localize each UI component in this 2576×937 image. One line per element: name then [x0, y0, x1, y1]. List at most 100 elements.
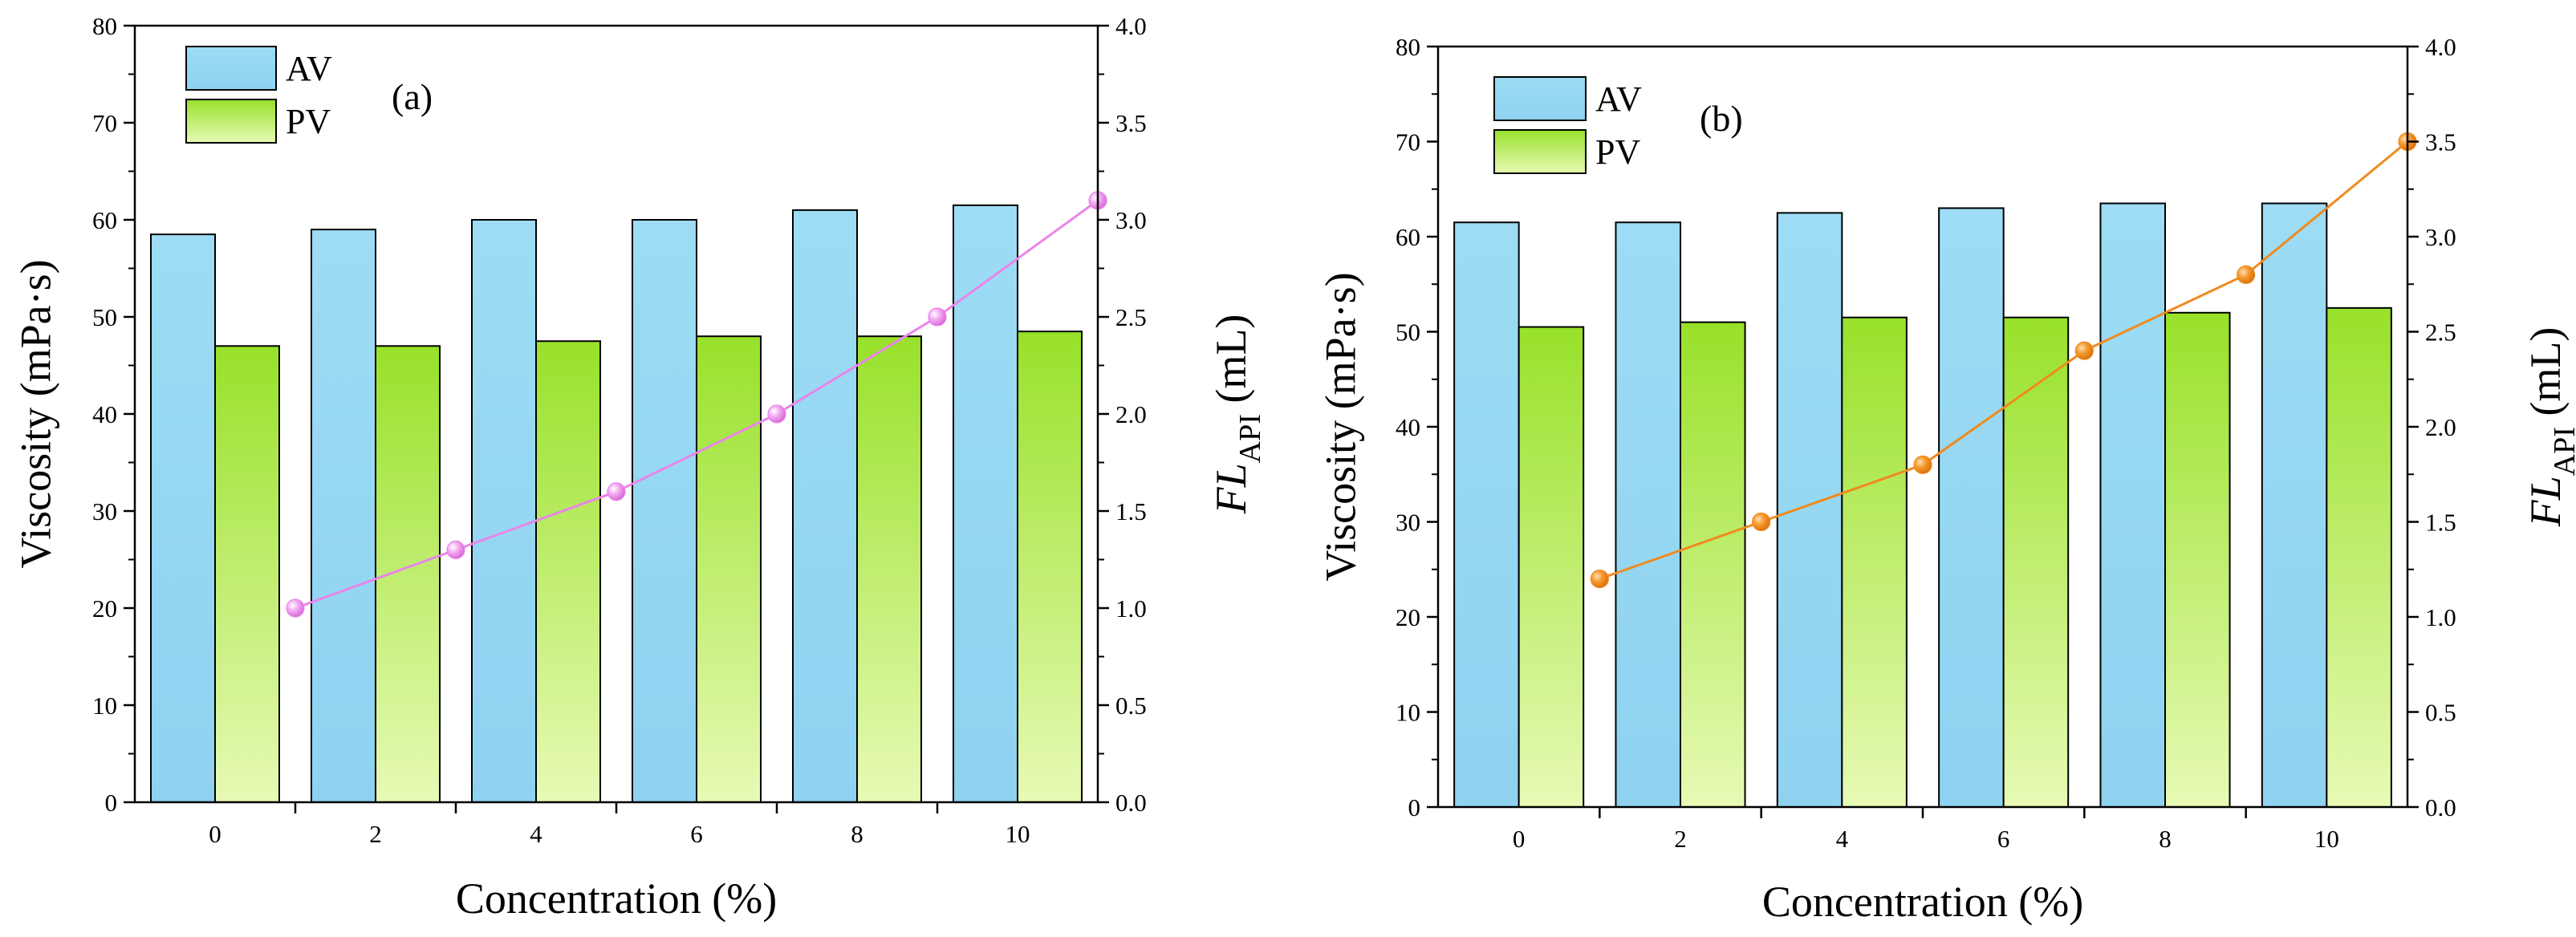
y-axis-title: Viscosity (mPa·s) — [1316, 272, 1364, 581]
av-bar — [150, 233, 216, 803]
y2-tick-label: 3.5 — [1115, 109, 1147, 137]
y2-axis-title: FLAPI (mL) — [2521, 327, 2576, 528]
panel-label: (b) — [1700, 98, 1743, 139]
x-tick-label: 10 — [2314, 825, 2339, 853]
av-bar — [2261, 202, 2328, 808]
y-tick-label: 50 — [92, 303, 117, 331]
pv-bars — [1518, 306, 2392, 809]
legend-pv-label: PV — [1595, 132, 1640, 172]
y2-tick-label: 4.0 — [2425, 33, 2456, 61]
fl-api-point — [286, 598, 305, 618]
y-tick-label: 60 — [1396, 223, 1420, 251]
pv-bar — [2326, 306, 2392, 808]
y-tick-label: 80 — [92, 12, 117, 40]
fl-api-line — [1590, 132, 2417, 589]
y-tick-label: 30 — [1396, 509, 1420, 537]
x-axis-title: Concentration (%) — [456, 874, 777, 923]
panel-label: (a) — [392, 76, 433, 117]
y2-tick-label: 3.0 — [2425, 223, 2456, 251]
y-tick-label: 80 — [1396, 33, 1420, 61]
y-tick-label: 70 — [1396, 128, 1420, 156]
left-axis-ticks: 0 10 20 30 40 50 60 70 80 — [1396, 33, 1438, 821]
y2-tick-label: 1.5 — [2425, 509, 2456, 537]
y-tick-label: 40 — [1396, 413, 1420, 441]
fl-api-point — [446, 540, 465, 560]
legend-pv-label: PV — [286, 102, 331, 141]
y2-title-main: FL — [1207, 463, 1255, 514]
y2-tick-label: 2.0 — [1115, 400, 1147, 428]
x-tick-label: 2 — [369, 820, 382, 848]
y2-tick-label: 0.0 — [2425, 793, 2456, 821]
pv-bar — [696, 335, 762, 803]
x-axis-title: Concentration (%) — [1762, 878, 2083, 926]
y2-tick-label: 3.0 — [1115, 206, 1147, 234]
y2-tick-label: 1.0 — [1115, 594, 1147, 623]
pv-bar — [1680, 321, 1746, 808]
y2-tick-label: 2.5 — [2425, 318, 2456, 347]
fl-api-point — [928, 307, 947, 327]
y2-title-unit: (mL) — [1207, 314, 1255, 414]
x-axis-ticks: 0 2 4 6 8 10 — [1513, 807, 2339, 853]
pv-bar — [1017, 331, 1083, 803]
fl-api-point — [1752, 512, 1771, 532]
y-tick-label: 50 — [1396, 318, 1420, 347]
y-tick-label: 20 — [92, 594, 117, 623]
y2-title-main: FL — [2521, 476, 2570, 527]
y-tick-label: 70 — [92, 109, 117, 137]
x-tick-label: 6 — [690, 820, 703, 848]
x-tick-label: 4 — [530, 820, 542, 848]
y-axis-title: Viscosity (mPa·s) — [11, 259, 59, 568]
av-bar — [792, 209, 858, 803]
pv-bar — [2164, 311, 2231, 808]
x-tick-label: 6 — [1997, 825, 2010, 853]
y2-tick-label: 0.0 — [1115, 789, 1147, 817]
fl-api-point — [1913, 455, 1932, 475]
pv-bar — [2002, 316, 2070, 809]
pv-bar — [214, 345, 280, 803]
legend-av-label: AV — [286, 49, 332, 88]
av-bar — [1615, 221, 1682, 809]
fl-api-line-path — [295, 199, 1099, 610]
y2-title-unit: (mL) — [2521, 327, 2570, 427]
y2-tick-label: 1.0 — [2425, 603, 2456, 631]
y2-tick-label: 1.5 — [1115, 497, 1147, 525]
legend: AV PV — [1493, 76, 1642, 174]
fl-api-point — [1590, 569, 1609, 589]
x-tick-label: 8 — [2159, 825, 2172, 853]
pv-bar — [856, 335, 922, 803]
legend-av-swatch — [1493, 76, 1587, 121]
x-tick-label: 0 — [1513, 825, 1526, 853]
y-tick-label: 10 — [1396, 699, 1420, 727]
legend-pv-swatch — [185, 99, 277, 144]
fl-api-point — [2237, 265, 2256, 284]
legend-pv-swatch — [1493, 129, 1587, 174]
y2-title-subscript: API — [1233, 414, 1267, 463]
y2-axis-title: FLAPI (mL) — [1207, 314, 1266, 515]
y-tick-label: 0 — [1408, 793, 1421, 821]
x-tick-label: 0 — [209, 820, 221, 848]
x-tick-label: 8 — [851, 820, 863, 848]
x-tick-label: 2 — [1674, 825, 1687, 853]
y2-tick-label: 0.5 — [2425, 699, 2456, 727]
fl-api-line-path — [1599, 140, 2408, 581]
av-bar — [632, 219, 697, 803]
av-bar — [953, 204, 1018, 804]
y-tick-label: 30 — [92, 497, 117, 525]
right-axis-ticks: 0.0 0.5 1.0 1.5 2.0 2.5 3.0 3.5 4.0 — [1098, 12, 1147, 817]
av-bar — [2099, 202, 2166, 808]
legend-av-label: AV — [1595, 79, 1642, 119]
right-axis-ticks: 0.0 0.5 1.0 1.5 2.0 2.5 3.0 3.5 4.0 — [2407, 33, 2456, 821]
av-bar — [311, 229, 376, 804]
y-tick-label: 0 — [105, 789, 118, 817]
av-bar — [471, 219, 537, 803]
y2-tick-label: 4.0 — [1115, 12, 1147, 40]
av-bar — [1776, 212, 1843, 808]
y-tick-label: 60 — [92, 206, 117, 234]
y2-tick-label: 3.5 — [2425, 128, 2456, 156]
x-tick-label: 4 — [1836, 825, 1849, 853]
pv-bar — [1841, 316, 1908, 809]
left-axis-ticks: 0 10 20 30 40 50 60 70 80 — [92, 12, 135, 817]
y2-tick-label: 2.0 — [2425, 413, 2456, 441]
